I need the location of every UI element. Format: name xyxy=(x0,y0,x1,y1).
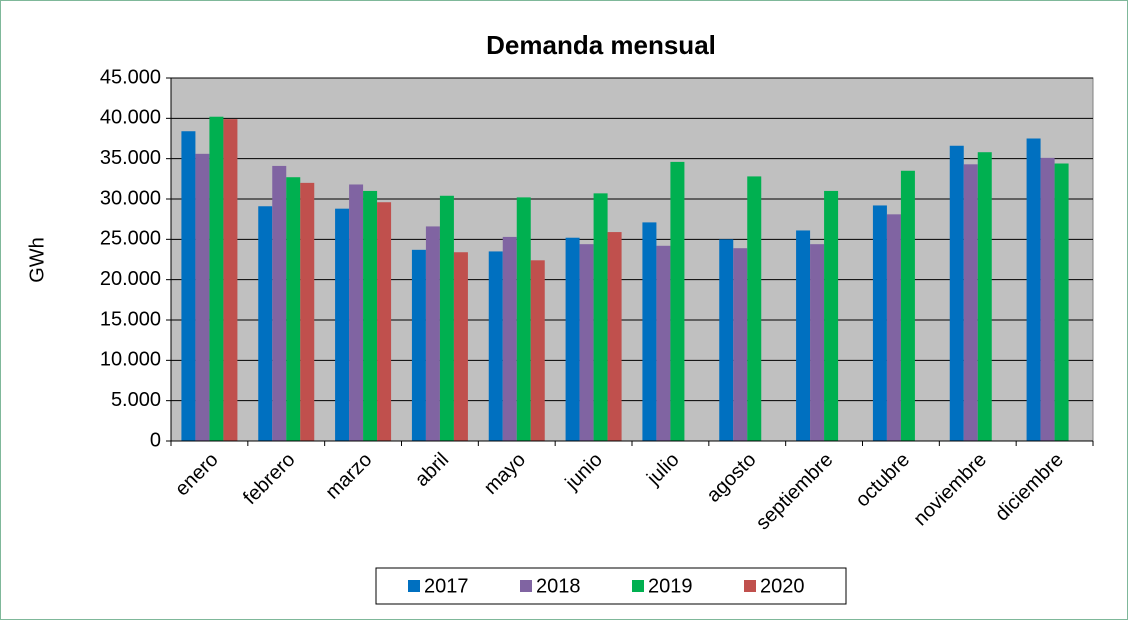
y-axis-label: GWh xyxy=(26,237,48,283)
bar xyxy=(453,252,468,441)
bar xyxy=(593,193,608,441)
bar xyxy=(579,244,594,441)
bar xyxy=(181,131,196,442)
bar xyxy=(642,222,657,441)
y-tick-label: 0 xyxy=(150,429,161,451)
bar xyxy=(300,182,315,441)
bar xyxy=(223,119,238,441)
y-tick-label: 30.000 xyxy=(100,187,161,209)
bar xyxy=(565,237,580,441)
bar xyxy=(656,245,671,441)
bar xyxy=(1040,157,1055,442)
legend-label: 2020 xyxy=(760,575,805,597)
bar xyxy=(439,195,454,441)
bar xyxy=(824,190,839,441)
plot-area xyxy=(170,77,1094,442)
legend-label: 2019 xyxy=(648,575,693,597)
bar xyxy=(530,260,545,441)
y-tick-label: 5.000 xyxy=(111,389,161,411)
bar xyxy=(411,249,426,441)
bar xyxy=(335,208,350,441)
bar xyxy=(502,236,517,441)
bar xyxy=(963,164,978,441)
bar xyxy=(209,116,224,441)
bar xyxy=(488,251,503,441)
legend-swatch xyxy=(408,580,420,592)
bar xyxy=(1054,163,1069,442)
bar xyxy=(810,244,825,441)
y-tick-label: 35.000 xyxy=(100,147,161,169)
bar xyxy=(258,206,273,441)
legend-swatch xyxy=(520,580,532,592)
bar xyxy=(195,153,210,441)
y-tick-label: 10.000 xyxy=(100,349,161,371)
bar xyxy=(747,176,762,441)
legend-swatch xyxy=(744,580,756,592)
legend-swatch xyxy=(632,580,644,592)
bar xyxy=(1026,138,1041,441)
bar xyxy=(349,184,364,442)
bar xyxy=(796,230,811,441)
legend-box xyxy=(375,567,847,605)
bar xyxy=(977,152,992,442)
bar xyxy=(949,145,964,441)
y-tick-label: 40.000 xyxy=(100,107,161,129)
bar xyxy=(286,177,301,441)
bar xyxy=(670,161,685,442)
y-tick-label: 20.000 xyxy=(100,268,161,290)
bar xyxy=(425,226,440,441)
legend-label: 2017 xyxy=(424,575,469,597)
bar xyxy=(719,239,734,441)
y-tick-label: 15.000 xyxy=(100,308,161,330)
y-tick-label: 25.000 xyxy=(100,228,161,250)
chart-title: Demanda mensual xyxy=(486,30,716,60)
bar xyxy=(900,170,915,441)
bar xyxy=(886,214,901,441)
y-tick-label: 45.000 xyxy=(100,66,161,88)
bar xyxy=(363,190,378,441)
bar xyxy=(272,165,287,441)
legend-label: 2018 xyxy=(536,575,581,597)
bar xyxy=(377,202,392,441)
bar xyxy=(872,205,887,441)
bar xyxy=(733,248,748,441)
bar xyxy=(607,232,622,441)
bar xyxy=(516,197,531,441)
